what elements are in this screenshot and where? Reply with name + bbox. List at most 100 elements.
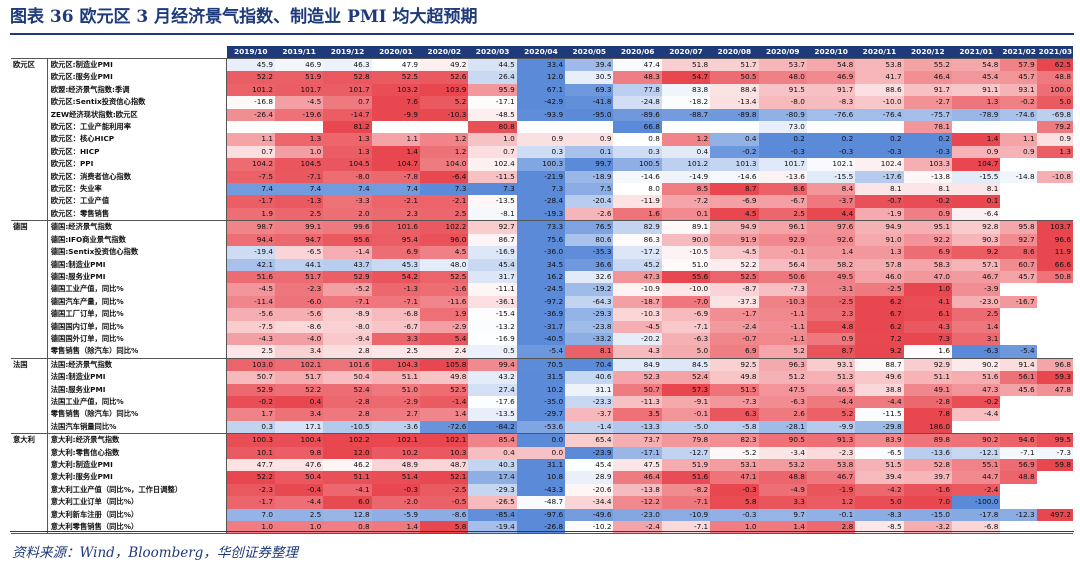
value-cell: -36.9 bbox=[516, 308, 566, 321]
value-cell: 2.5 bbox=[758, 207, 807, 221]
region-label bbox=[11, 383, 48, 396]
value-cell: 45.4 bbox=[565, 459, 614, 472]
value-cell: 81.2 bbox=[323, 121, 372, 134]
value-cell: -7.3 bbox=[1036, 446, 1073, 459]
region-label bbox=[11, 83, 48, 97]
value-cell: 3.1 bbox=[952, 332, 1001, 346]
indicator-label: 零售销售（除汽车）同比% bbox=[47, 345, 228, 359]
value-cell: 8.1 bbox=[903, 183, 952, 196]
value-cell: 56.4 bbox=[758, 258, 807, 271]
value-cell: 43.7 bbox=[323, 258, 372, 271]
value-cell: 5.2 bbox=[758, 345, 807, 359]
value-cell: -7.5 bbox=[226, 320, 275, 333]
region-label bbox=[11, 308, 48, 321]
value-cell bbox=[807, 121, 855, 133]
value-cell: -10.9 bbox=[613, 283, 662, 296]
table-row: 意大利工业订单（同比%） -1.7 -4.4 6.0 -2.0 -0.5 -26.5 -48.… bbox=[11, 496, 1073, 509]
value-cell: -10.8 bbox=[1036, 170, 1073, 184]
value-cell: 80.8 bbox=[468, 121, 517, 134]
value-cell: 102.4 bbox=[855, 158, 904, 171]
value-cell: -75.7 bbox=[903, 108, 952, 122]
region-label bbox=[11, 233, 48, 247]
value-cell: 5.0 bbox=[1036, 96, 1073, 109]
value-cell: -18.7 bbox=[613, 295, 662, 309]
value-cell: 2.6 bbox=[758, 408, 807, 421]
value-cell: -1.3 bbox=[274, 195, 324, 208]
value-cell: -88.7 bbox=[661, 108, 711, 122]
value-cell bbox=[1037, 208, 1073, 221]
indicator-label: 德国:经济景气指数 bbox=[47, 220, 228, 234]
table-row: 德国:Sentix投资信心指数 -19.4 -6.5 -1.4 6.9 4.5 -16.9-… bbox=[11, 246, 1073, 259]
value-cell: 57.1 bbox=[952, 258, 1001, 271]
value-cell bbox=[1000, 396, 1036, 408]
value-cell: -7.1 bbox=[661, 320, 711, 333]
value-cell: -1.9 bbox=[806, 483, 856, 497]
value-cell: 45.3 bbox=[371, 258, 421, 271]
value-cell: 101.2 bbox=[226, 83, 275, 97]
value-cell: -7.5 bbox=[226, 170, 275, 184]
table-row: 欧元区：消费者信心指数 -7.5 -7.1 -8.0 -7.8 -6.4 -11.5 -21.… bbox=[11, 170, 1073, 184]
value-cell: 4.8 bbox=[806, 320, 856, 333]
value-cell bbox=[1037, 308, 1073, 320]
value-cell: 79.2 bbox=[1036, 121, 1073, 134]
value-cell: 91.7 bbox=[903, 83, 952, 97]
value-cell: 43.2 bbox=[468, 371, 517, 384]
value-cell: -0.3 bbox=[758, 145, 807, 159]
value-cell: -2.5 bbox=[806, 295, 856, 309]
value-cell: 49.5 bbox=[806, 270, 856, 284]
table-row: 欧元区：工业产值 -1.7 -1.3 -3.3 -2.1 -2.1 -13.5 -28.4 -2… bbox=[11, 195, 1073, 208]
value-cell: -7.1 bbox=[323, 295, 372, 309]
value-cell bbox=[275, 121, 323, 133]
value-cell: 51.8 bbox=[661, 58, 711, 72]
value-cell: 55.2 bbox=[903, 58, 952, 72]
value-cell: -0.3 bbox=[710, 508, 759, 522]
indicator-label: 意大利工业订单（同比%） bbox=[47, 496, 228, 509]
value-cell: 103.0 bbox=[226, 357, 275, 372]
table-row: 意大利:服务业PMI 52.2 50.4 51.1 51.4 52.1 17.4 10.8 28… bbox=[11, 471, 1073, 484]
value-cell: 53.8 bbox=[806, 459, 856, 472]
value-cell: -0.2 bbox=[710, 145, 759, 159]
indicator-label: 意大利零售销售（同比%） bbox=[47, 521, 228, 535]
value-cell: -97.6 bbox=[516, 508, 566, 522]
value-cell: -13.8 bbox=[613, 483, 662, 497]
value-cell: 45.9 bbox=[226, 58, 275, 72]
value-cell: 34.5 bbox=[516, 258, 566, 271]
value-cell: -14.7 bbox=[323, 108, 372, 122]
value-cell: -8.3 bbox=[855, 508, 904, 522]
value-cell: 51.1 bbox=[903, 371, 952, 384]
indicator-label: 意大利:制造业PMI bbox=[47, 459, 228, 472]
value-cell bbox=[1037, 496, 1073, 508]
region-label bbox=[11, 283, 48, 296]
value-cell: 44.1 bbox=[274, 258, 324, 271]
value-cell: 47.0 bbox=[903, 270, 952, 284]
value-cell: 47.9 bbox=[371, 58, 421, 72]
value-cell: -95.0 bbox=[565, 108, 614, 122]
value-cell: -5.4 bbox=[1000, 345, 1037, 359]
value-cell: 92.8 bbox=[952, 220, 1001, 234]
value-cell: 53.8 bbox=[855, 58, 904, 72]
region-label bbox=[11, 195, 48, 208]
value-cell: -0.3 bbox=[371, 483, 421, 497]
value-cell: -10.5 bbox=[661, 246, 711, 259]
value-cell: 103.9 bbox=[420, 83, 469, 97]
value-cell: 1.3 bbox=[855, 246, 904, 259]
value-cell: 50.4 bbox=[274, 471, 324, 484]
value-cell: -76.6 bbox=[806, 108, 856, 122]
value-cell: -13.6 bbox=[758, 170, 807, 184]
indicator-label: 德国:服务业PMI bbox=[47, 270, 228, 284]
value-cell: 66.6 bbox=[1036, 258, 1073, 271]
value-cell: -0.2 bbox=[903, 195, 952, 208]
value-cell: 1.0 bbox=[468, 133, 517, 146]
value-cell: -89.8 bbox=[710, 108, 759, 122]
value-cell: 52.1 bbox=[420, 471, 469, 484]
value-cell: 94.7 bbox=[274, 233, 324, 247]
value-cell: -6.7 bbox=[371, 320, 421, 333]
value-cell: 6.9 bbox=[371, 246, 421, 259]
table-row: 意大利零售销售（同比%） 1.0 1.0 0.8 1.4 5.8 -19.4 -26.8 -10… bbox=[11, 521, 1073, 535]
value-cell: -26.5 bbox=[468, 496, 517, 509]
value-cell: 97.6 bbox=[806, 220, 856, 234]
value-cell: -13.5 bbox=[468, 195, 517, 208]
value-cell: -3.4 bbox=[758, 446, 807, 459]
value-cell: 99.5 bbox=[1036, 433, 1073, 447]
value-cell: -2.1 bbox=[420, 195, 469, 208]
